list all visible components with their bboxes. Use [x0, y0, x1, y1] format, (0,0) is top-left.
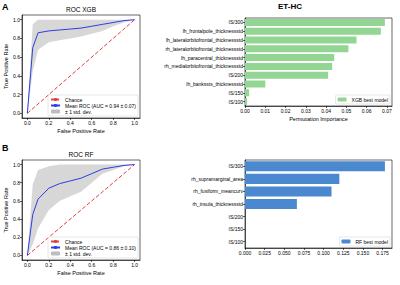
svg-text:0.175: 0.175	[376, 250, 389, 256]
svg-text:1.0: 1.0	[131, 120, 138, 126]
svg-text:0.000: 0.000	[239, 250, 252, 256]
svg-text:False Positive Rate: False Positive Rate	[57, 270, 104, 276]
svg-text:Mean ROC (AUC = 0.86 ± 0.10): Mean ROC (AUC = 0.86 ± 0.10)	[65, 244, 136, 251]
svg-text:IS/100: IS/100	[229, 99, 244, 105]
svg-text:B: B	[2, 143, 9, 153]
svg-text:IS/150: IS/150	[229, 226, 244, 232]
svg-text:0.02: 0.02	[281, 108, 291, 114]
svg-text:0.100: 0.100	[317, 250, 330, 256]
svg-text:0.125: 0.125	[337, 250, 350, 256]
svg-text:0.6: 0.6	[88, 120, 95, 126]
svg-text:0.04: 0.04	[321, 108, 331, 114]
svg-text:rh_insula_thicknessstd: rh_insula_thicknessstd	[192, 201, 243, 207]
svg-text:0.025: 0.025	[258, 250, 271, 256]
svg-text:rh_lateralorbitofrontal_thickn: rh_lateralorbitofrontal_thicknessstd	[165, 46, 243, 52]
svg-text:Mean ROC (AUC = 0.94 ± 0.07): Mean ROC (AUC = 0.94 ± 0.07)	[65, 102, 136, 109]
svg-text:0.150: 0.150	[357, 250, 370, 256]
svg-text:0.6: 0.6	[13, 198, 20, 204]
svg-text:0.03: 0.03	[301, 108, 311, 114]
svg-text:ET-HC: ET-HC	[278, 2, 302, 11]
svg-text:lh_lateralorbitofrontal_thickn: lh_lateralorbitofrontal_thicknessstd	[166, 37, 243, 43]
svg-text:1.0: 1.0	[13, 162, 20, 168]
svg-text:lh_frontalpole_thicknessstd: lh_frontalpole_thicknessstd	[183, 28, 244, 34]
svg-text:0.4: 0.4	[67, 120, 74, 126]
svg-text:0.05: 0.05	[342, 108, 352, 114]
svg-text:Chance: Chance	[65, 238, 83, 245]
svg-text:IS/200: IS/200	[229, 214, 244, 220]
svg-text:0.00: 0.00	[240, 108, 250, 114]
svg-text:0.050: 0.050	[278, 250, 291, 256]
svg-text:0.4: 0.4	[13, 73, 20, 79]
svg-text:1.0: 1.0	[131, 262, 138, 268]
svg-text:rh_medialorbitofrontal_thickne: rh_medialorbitofrontal_thicknessstd	[164, 63, 243, 69]
svg-text:IS/300: IS/300	[229, 163, 244, 169]
svg-text:rh_fusiform_meancurv: rh_fusiform_meancurv	[193, 188, 243, 194]
svg-text:0.2: 0.2	[13, 234, 20, 240]
svg-text:0.2: 0.2	[45, 120, 52, 126]
svg-text:0.0: 0.0	[24, 120, 31, 126]
svg-text:ROC XGB: ROC XGB	[66, 6, 96, 13]
svg-text:0.8: 0.8	[110, 262, 117, 268]
svg-text:rh_supramarginal_area: rh_supramarginal_area	[191, 176, 243, 182]
svg-text:Permutation Importance: Permutation Importance	[289, 116, 348, 122]
svg-text:0.075: 0.075	[298, 250, 311, 256]
svg-text:Chance: Chance	[65, 96, 83, 103]
svg-text:1.0: 1.0	[13, 17, 20, 23]
svg-text:0.2: 0.2	[13, 92, 20, 98]
svg-text:0.4: 0.4	[13, 216, 20, 222]
svg-text:0.8: 0.8	[13, 35, 20, 41]
svg-text:± 1 std. dev.: ± 1 std. dev.	[65, 251, 92, 257]
svg-text:IS/200: IS/200	[229, 72, 244, 78]
svg-text:0.6: 0.6	[88, 262, 95, 268]
svg-text:False Positive Rate: False Positive Rate	[57, 128, 104, 134]
svg-text:0.2: 0.2	[45, 262, 52, 268]
svg-text:RF best model: RF best model	[355, 239, 388, 245]
svg-text:True Positive Rate: True Positive Rate	[3, 187, 9, 232]
svg-text:0.01: 0.01	[260, 108, 270, 114]
svg-text:lh_paracentral_thicknessstd: lh_paracentral_thicknessstd	[181, 55, 243, 61]
svg-text:0.8: 0.8	[13, 180, 20, 186]
svg-text:lh_bankssts_thicknessstd: lh_bankssts_thicknessstd	[186, 81, 243, 87]
svg-text:0.0: 0.0	[13, 252, 20, 258]
svg-text:IS/100: IS/100	[229, 239, 244, 245]
svg-text:± 1 std. dev.: ± 1 std. dev.	[65, 109, 92, 115]
svg-text:A: A	[2, 2, 9, 12]
svg-text:0.07: 0.07	[382, 108, 392, 114]
svg-text:0.8: 0.8	[110, 120, 117, 126]
svg-text:IS/150: IS/150	[229, 90, 244, 96]
svg-text:ROC RF: ROC RF	[69, 151, 94, 158]
svg-text:IS/300: IS/300	[229, 19, 244, 25]
svg-text:0.0: 0.0	[24, 262, 31, 268]
svg-text:0.06: 0.06	[362, 108, 372, 114]
svg-text:0.4: 0.4	[67, 262, 74, 268]
svg-text:True Positive Rate: True Positive Rate	[3, 44, 9, 89]
svg-text:0.6: 0.6	[13, 54, 20, 60]
svg-text:XGB best model: XGB best model	[352, 97, 388, 103]
svg-text:0.0: 0.0	[13, 110, 20, 116]
